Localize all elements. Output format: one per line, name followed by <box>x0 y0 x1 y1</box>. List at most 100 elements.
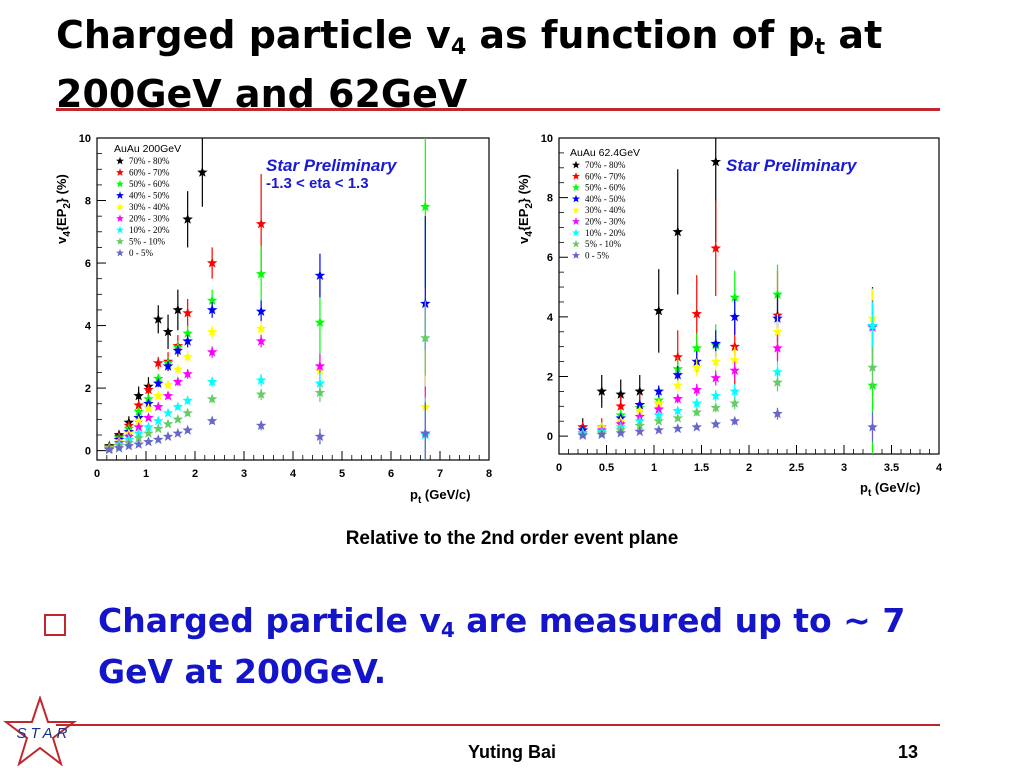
data-point <box>255 420 267 431</box>
data-point <box>153 377 164 388</box>
y-tick-label: 10 <box>541 133 553 145</box>
title-mid: as function of p <box>466 13 815 57</box>
legend-marker <box>572 194 580 203</box>
data-point <box>710 418 721 429</box>
data-point <box>653 403 664 414</box>
data-point <box>153 415 164 426</box>
footer-author: Yuting Bai <box>467 742 556 762</box>
data-point <box>133 399 144 410</box>
data-point <box>255 306 267 316</box>
star-logo-text: STAR <box>17 725 72 742</box>
data-point <box>729 341 740 352</box>
data-point <box>653 409 664 420</box>
data-point <box>182 213 193 224</box>
data-point <box>153 390 164 401</box>
data-point <box>691 308 702 319</box>
legend-entry: 30% - 40% <box>129 202 170 212</box>
series-0-5- <box>577 407 878 443</box>
system-label: AuAu 200GeV <box>114 143 181 155</box>
data-point <box>672 423 683 434</box>
figure-caption: Relative to the 2nd order event plane <box>345 528 679 549</box>
legend-marker <box>572 239 580 248</box>
data-point <box>729 292 740 302</box>
legend-entry: 60% - 70% <box>585 171 626 181</box>
data-point <box>596 385 607 396</box>
bullet-marker <box>44 614 66 636</box>
data-point <box>867 362 878 372</box>
data-point <box>710 372 721 383</box>
data-point <box>314 270 326 280</box>
legend-entry: 30% - 40% <box>585 205 626 215</box>
legend-marker <box>116 202 124 211</box>
data-point <box>710 156 721 167</box>
data-point <box>255 268 267 279</box>
data-point <box>672 226 683 237</box>
x-tick-label: 4 <box>290 468 297 480</box>
data-point <box>206 376 218 387</box>
data-point <box>691 362 702 372</box>
data-point <box>615 427 626 438</box>
data-point <box>653 415 664 426</box>
legend-marker <box>572 172 580 180</box>
legend-entry: 10% - 20% <box>129 225 170 235</box>
footer-rule <box>56 724 940 726</box>
legend-entry: 40% - 50% <box>585 194 626 204</box>
legend-entry: 60% - 70% <box>129 168 170 178</box>
data-point <box>172 363 184 374</box>
data-point <box>255 335 267 346</box>
data-point <box>729 415 740 426</box>
data-point <box>182 335 193 346</box>
data-point <box>314 316 326 327</box>
data-point <box>672 379 683 390</box>
y-tick-label: 6 <box>85 258 91 270</box>
data-point <box>206 304 218 315</box>
data-point <box>772 366 783 377</box>
legend-marker <box>572 228 580 237</box>
bullet-post: are measured up to ~ 7 GeV at 200GeV. <box>98 601 906 691</box>
data-point <box>772 408 783 419</box>
data-point <box>729 354 740 365</box>
title-rule <box>56 108 940 111</box>
data-point <box>206 295 218 305</box>
data-point <box>710 242 721 253</box>
plot-62gev: 0 0.5 1 1.5 2 2.5 3 3.5 4 0 2 4 6 8 10 pt (GeV/c) v4{EP2… <box>512 124 946 502</box>
data-point <box>255 374 267 385</box>
data-point <box>867 421 878 432</box>
data-point <box>104 444 115 455</box>
data-point <box>772 377 783 387</box>
x-tick-label: 0 <box>94 468 100 480</box>
data-point <box>653 397 664 408</box>
legend-entry: 5% - 10% <box>585 239 621 249</box>
data-point <box>162 407 174 418</box>
x-tick-label: 1 <box>143 468 149 480</box>
data-point <box>672 369 683 380</box>
data-point <box>206 393 218 404</box>
data-point <box>710 402 721 413</box>
data-point <box>867 320 878 331</box>
legend-marker <box>116 248 124 257</box>
data-point <box>255 218 267 229</box>
data-point <box>162 418 174 429</box>
bullet-text: Charged particle v4 are measured up to ~… <box>98 600 958 693</box>
data-point <box>420 332 431 343</box>
plot-200gev: 0 1 2 3 4 5 6 7 8 0 2 4 6 8 10 pt (GeV/c) v4{EP2} (%) AuA… <box>52 124 492 510</box>
data-point <box>182 424 193 435</box>
y-tick-label: 4 <box>547 312 554 324</box>
legend-entry: 50% - 60% <box>585 183 626 193</box>
data-point <box>153 401 164 412</box>
legend-marker <box>116 179 124 188</box>
legend-marker <box>572 183 580 191</box>
data-point <box>153 434 164 445</box>
plot-frame <box>558 137 940 455</box>
data-point <box>172 401 184 412</box>
y-tick-label: 2 <box>547 371 553 383</box>
data-point <box>672 412 683 423</box>
x-tick-label: 2.5 <box>789 462 804 474</box>
legend-entry: 70% - 80% <box>585 160 626 170</box>
data-point <box>162 326 174 337</box>
chart-200gev: 0 1 2 3 4 5 6 7 8 0 2 4 6 8 10 pt (GeV/c) v4{EP2} (%) AuA… <box>54 133 492 506</box>
data-point <box>172 413 184 424</box>
data-point <box>172 376 184 387</box>
y-axis-label: v4{EP2} (%) <box>516 174 535 244</box>
x-axis-label: pt (GeV/c) <box>410 487 470 506</box>
